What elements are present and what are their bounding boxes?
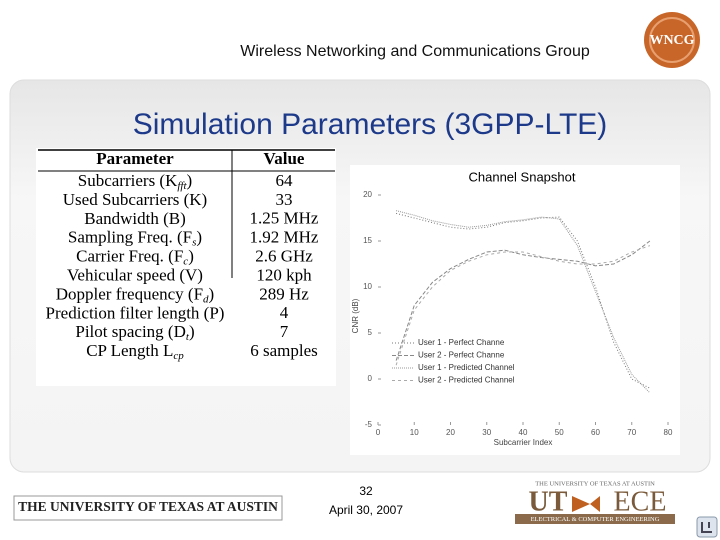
x-tick-label: 60: [591, 428, 600, 437]
column-header: Value: [264, 149, 305, 168]
nav-icon-glyph: [701, 522, 712, 533]
parameter-close: ): [196, 228, 202, 247]
x-tick-label: 0: [376, 428, 381, 437]
x-tick-label: 10: [410, 428, 419, 437]
parameter-cell: Prediction filter length (P): [46, 303, 225, 322]
series-line: [396, 212, 651, 389]
value-cell: 4: [280, 303, 289, 322]
chart-background: [350, 165, 680, 455]
x-tick-label: 50: [555, 428, 564, 437]
chart-title: Channel Snapshot: [469, 169, 576, 184]
x-tick-label: 80: [664, 428, 673, 437]
parameter-close: ): [188, 247, 194, 266]
parameter-cell: Pilot spacing (Dt): [75, 322, 194, 343]
y-tick-label: 0: [368, 374, 373, 383]
group-name: Wireless Networking and Communications G…: [240, 43, 590, 60]
date: April 30, 2007: [329, 503, 403, 517]
parameter-subscript: s: [192, 236, 196, 248]
parameter-cell: Doppler frequency (Fd): [56, 284, 214, 305]
series-line: [395, 245, 651, 366]
y-tick-label: 15: [363, 236, 372, 245]
parameter-subscript: cp: [173, 350, 184, 362]
parameter-cell: CP Length Lcp: [86, 341, 184, 362]
value-cell: 1.25 MHz: [250, 209, 319, 228]
series-line: [395, 240, 651, 361]
table-body: Subcarriers (Kfft) 64 Used Subcarriers (K)…: [46, 171, 319, 362]
value-cell: 7: [280, 322, 289, 341]
parameter-cell: Bandwidth (B): [84, 209, 186, 228]
value-cell: 289 Hz: [259, 284, 309, 303]
parameter-label: Bandwidth (B): [84, 209, 186, 228]
dept-bar: [515, 514, 675, 524]
y-tick-label: -5: [365, 420, 373, 429]
table-background: [36, 148, 336, 386]
ece-logo: ECE: [614, 486, 667, 517]
parameter-cell: Carrier Freq. (Fc): [76, 247, 194, 268]
value-cell: 6 samples: [250, 341, 318, 360]
parameter-cell: Used Subcarriers (K): [63, 190, 207, 209]
dept-name: ELECTRICAL & COMPUTER ENGINEERING: [531, 516, 660, 523]
parameter-label: Carrier Freq. (F: [76, 247, 183, 266]
logo-ring: [649, 17, 695, 63]
parameter-subscript: t: [186, 331, 190, 343]
column-header: Parameter: [96, 149, 174, 168]
slide-title: Simulation Parameters (3GPP-LTE): [133, 108, 608, 141]
parameter-cell: Vehicular speed (V): [67, 265, 203, 284]
parameter-subscript: d: [203, 293, 209, 305]
nav-icon[interactable]: [696, 516, 718, 538]
series-line: [396, 210, 651, 394]
logo-circle: [644, 12, 700, 68]
parameter-label: Sampling Freq. (F: [68, 228, 192, 247]
parameter-label: Doppler frequency (F: [56, 284, 203, 303]
parameter-close: ): [189, 322, 195, 341]
x-tick-label: 20: [446, 428, 455, 437]
parameter-subscript: fft: [177, 180, 187, 192]
y-tick-label: 5: [368, 328, 373, 337]
x-axis-label: Subcarrier Index: [494, 438, 553, 447]
x-tick-label: 70: [627, 428, 636, 437]
parameter-label: Used Subcarriers (K): [63, 190, 207, 209]
legend-label: User 1 - Perfect Channe: [418, 338, 505, 347]
ut-banner: [13, 495, 283, 521]
parameter-cell: Sampling Freq. (Fs): [68, 228, 202, 249]
value-cell: 64: [276, 171, 294, 190]
university-name: THE UNIVERSITY OF TEXAS AT AUSTIN: [18, 499, 278, 514]
y-tick-label: 10: [363, 282, 372, 291]
legend-label: User 1 - Predicted Channel: [418, 363, 515, 372]
ut-logo: UT: [529, 486, 568, 517]
page-number: 32: [359, 484, 373, 498]
longhorn-mark: [572, 496, 600, 512]
value-cell: 1.92 MHz: [250, 228, 319, 247]
x-tick-label: 30: [482, 428, 491, 437]
parameter-label: Prediction filter length (P): [46, 303, 225, 322]
ece-university: THE UNIVERSITY OF TEXAS AT AUSTIN: [535, 480, 655, 487]
legend-label: User 2 - Perfect Channe: [418, 351, 505, 360]
y-tick-label: 20: [363, 190, 372, 199]
x-tick-label: 40: [519, 428, 528, 437]
parameter-subscript: c: [183, 255, 188, 267]
parameter-label: Pilot spacing (D: [75, 322, 186, 341]
parameter-close: ): [209, 284, 215, 303]
value-cell: 120 kph: [256, 265, 312, 284]
value-cell: 2.6 GHz: [255, 247, 313, 266]
logo-text: WNCG: [649, 33, 694, 48]
legend-label: User 2 - Predicted Channel: [418, 376, 515, 385]
parameter-close: ): [187, 171, 193, 190]
parameter-label: CP Length L: [86, 341, 173, 360]
y-axis-label: CNR (dB): [351, 298, 360, 333]
value-cell: 33: [276, 190, 293, 209]
parameter-label: Subcarriers (K: [78, 171, 178, 190]
parameter-label: Vehicular speed (V): [67, 265, 203, 284]
parameter-cell: Subcarriers (Kfft): [78, 171, 192, 192]
